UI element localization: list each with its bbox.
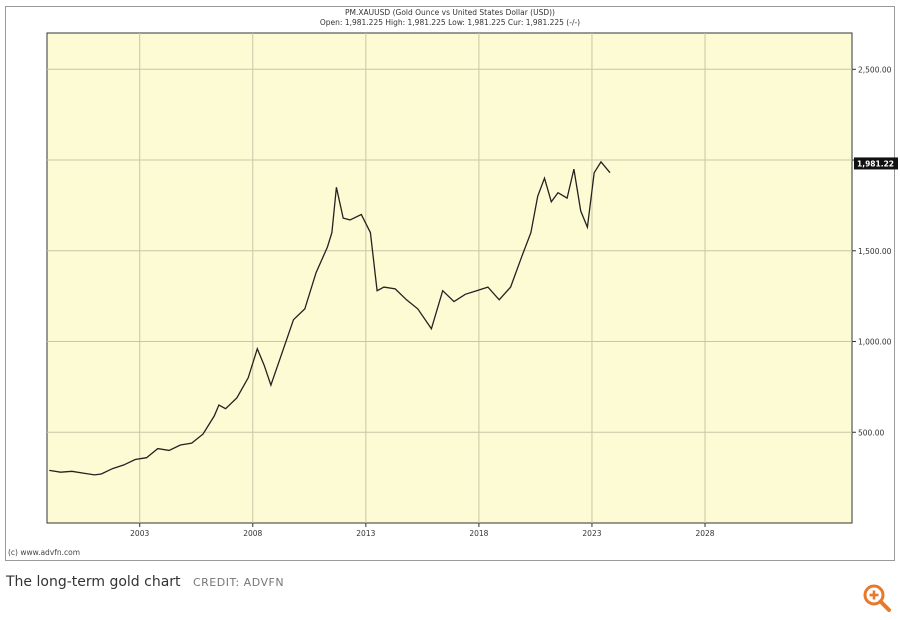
plot-area: [46, 32, 853, 524]
y-axis: 500.00 1,000.00 1,500.00 2,500.00: [852, 65, 892, 437]
y-tick-label: 1,500.00: [858, 247, 892, 256]
x-tick-label: 2018: [469, 529, 488, 538]
x-tick-label: 2008: [243, 529, 262, 538]
zoom-in-icon[interactable]: [861, 582, 893, 614]
current-value-marker: 1,981.22: [854, 157, 898, 170]
x-axis: 2003 2008 2013 2018 2023 2028: [130, 523, 715, 538]
x-tick-label: 2003: [130, 529, 149, 538]
y-tick-label: 1,000.00: [858, 338, 892, 347]
current-value-box: [854, 157, 898, 170]
gold-price-chart: 2003 2008 2013 2018 2023 2028 500.00 1,000.00 1…: [46, 32, 898, 538]
chart-subtitle: Open: 1,981.225 High: 1,981.225 Low: 1,9…: [319, 18, 581, 27]
current-value-label: 1,981.22: [857, 159, 894, 168]
caption-credit: CREDIT: ADVFN: [192, 576, 285, 589]
series-line-gold: [49, 160, 611, 476]
x-tick-label: 2013: [356, 529, 375, 538]
y-tick-label: 500.00: [858, 428, 884, 437]
y-tick-label: 2,500.00: [858, 65, 892, 74]
x-tick-label: 2023: [582, 529, 601, 538]
chart-title: PM.XAUUSD (Gold Ounce vs United States D…: [345, 8, 555, 17]
image-caption: The long-term gold chart CREDIT: ADVFN: [6, 574, 284, 590]
source-watermark: (c) www.advfn.com: [8, 548, 81, 557]
caption-text: The long-term gold chart: [6, 574, 181, 590]
grid-lines: [47, 33, 852, 523]
x-tick-label: 2028: [695, 529, 714, 538]
